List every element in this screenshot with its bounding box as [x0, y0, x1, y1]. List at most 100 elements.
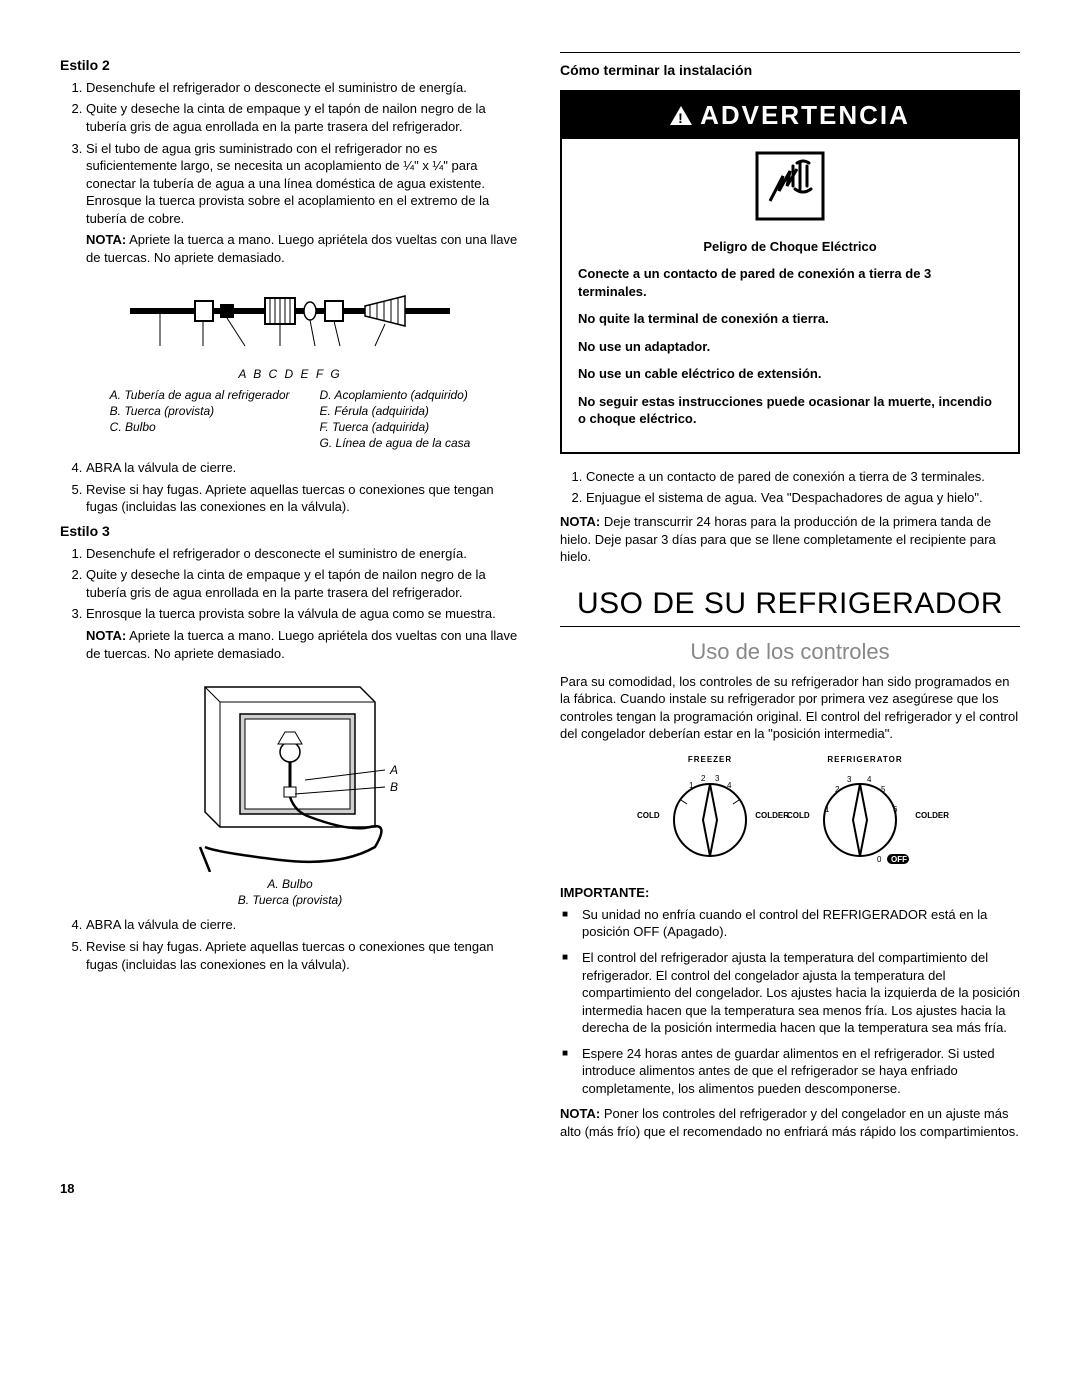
legend-item: C. Bulbo: [110, 419, 290, 435]
svg-text:1: 1: [825, 805, 830, 814]
dial-icon: 12 34: [665, 770, 755, 860]
svg-text:2: 2: [835, 785, 840, 794]
warning-header: ADVERTENCIA: [562, 92, 1018, 139]
legend-item: F. Tuerca (adquirida): [320, 419, 471, 435]
subsection-title-controles: Uso de los controles: [560, 637, 1020, 667]
right-column: Cómo terminar la instalación ADVERTENCIA…: [560, 50, 1020, 1150]
svg-text:B: B: [390, 780, 398, 794]
list-item: Conecte a un contacto de pared de conexi…: [586, 468, 1020, 486]
svg-text:0: 0: [877, 855, 882, 864]
dial-left-label: COLD: [637, 811, 660, 822]
svg-text:4: 4: [727, 781, 732, 790]
nota-text: Apriete la tuerca a mano. Luego apriétel…: [86, 232, 517, 265]
figure-legend: A. Bulbo B. Tuerca (provista): [60, 876, 520, 908]
legend-item: A. Bulbo: [60, 876, 520, 892]
estilo2-list-cont: ABRA la válvula de cierre. Revise si hay…: [60, 459, 520, 516]
svg-text:5: 5: [881, 785, 886, 794]
dial-top-label: FREEZER: [665, 755, 755, 766]
freezer-dial: FREEZER COLD COLDER 12 34: [665, 755, 755, 870]
finish-install-list: Conecte a un contacto de pared de conexi…: [560, 468, 1020, 507]
estilo2-list: Desenchufe el refrigerador o desconecte …: [60, 79, 520, 266]
legend-item: A. Tubería de agua al refrigerador: [110, 387, 290, 403]
svg-text:4: 4: [867, 775, 872, 784]
list-item: Quite y deseche la cinta de empaque y el…: [86, 100, 520, 135]
estilo3-list: Desenchufe el refrigerador o desconecte …: [60, 545, 520, 662]
nota-text: Deje transcurrir 24 horas para la produc…: [560, 514, 996, 564]
svg-text:3: 3: [847, 775, 852, 784]
list-item: Desenchufe el refrigerador o desconecte …: [86, 545, 520, 563]
list-item: Enjuague el sistema de agua. Vea "Despac…: [586, 489, 1020, 507]
dial-right-label: COLDER: [755, 811, 789, 822]
page-number: 18: [60, 1180, 1020, 1198]
nota-block: NOTA: Apriete la tuerca a mano. Luego ap…: [86, 231, 520, 266]
list-item: Si el tubo de agua gris suministrado con…: [86, 140, 520, 267]
nota-label: NOTA:: [560, 1106, 600, 1121]
left-column: Estilo 2 Desenchufe el refrigerador o de…: [60, 50, 520, 1150]
nota-label: NOTA:: [86, 628, 126, 643]
shock-icon: [578, 151, 1002, 226]
valve-diagram: A B: [160, 672, 420, 872]
list-text: Si el tubo de agua gris suministrado con…: [86, 141, 489, 226]
dial-top-label: REFRIGERATOR: [815, 755, 915, 766]
fig-letter-row: A B C D E F G: [60, 366, 520, 382]
nota-label: NOTA:: [86, 232, 126, 247]
tube-diagram: [125, 276, 455, 366]
svg-text:2: 2: [701, 774, 706, 783]
legend-item: E. Férula (adquirida): [320, 403, 471, 419]
nota-label: NOTA:: [560, 514, 600, 529]
heading-estilo2: Estilo 2: [60, 56, 520, 75]
divider: [560, 52, 1020, 53]
list-item: Enrosque la tuerca provista sobre la vál…: [86, 605, 520, 662]
legend-item: G. Línea de agua de la casa: [320, 435, 471, 451]
svg-text:1: 1: [689, 781, 694, 790]
list-item: Revise si hay fugas. Apriete aquellas tu…: [86, 481, 520, 516]
control-dials: FREEZER COLD COLDER 12 34 REFRIGERATOR C…: [560, 755, 1020, 870]
svg-text:OFF: OFF: [891, 855, 907, 864]
list-item: Revise si hay fugas. Apriete aquellas tu…: [86, 938, 520, 973]
list-item: Espere 24 horas antes de guardar aliment…: [582, 1045, 1020, 1098]
warning-triangle-icon: [670, 106, 692, 125]
importante-list: Su unidad no enfría cuando el control de…: [560, 906, 1020, 1097]
warning-body: Peligro de Choque Eléctrico Conecte a un…: [562, 139, 1018, 452]
legend-item: D. Acoplamiento (adquirido): [320, 387, 471, 403]
list-item: Desenchufe el refrigerador o desconecte …: [86, 79, 520, 97]
warn-line: Conecte a un contacto de pared de conexi…: [578, 265, 1002, 300]
legend-item: B. Tuerca (provista): [60, 892, 520, 908]
list-text: Enrosque la tuerca provista sobre la vál…: [86, 606, 496, 621]
section-title-uso: USO DE SU REFRIGERADOR: [560, 584, 1020, 628]
dial-left-label: COLD: [787, 811, 810, 822]
figure-tube-coupling: A B C D E F G A. Tubería de agua al refr…: [60, 276, 520, 451]
nota-text: Poner los controles del refrigerador y d…: [560, 1106, 1019, 1139]
list-item: ABRA la válvula de cierre.: [86, 916, 520, 934]
page-layout: Estilo 2 Desenchufe el refrigerador o de…: [60, 50, 1020, 1150]
dial-right-label: COLDER: [915, 811, 949, 822]
warning-title: ADVERTENCIA: [700, 98, 910, 133]
subhead-install: Cómo terminar la instalación: [560, 61, 1020, 80]
warning-box: ADVERTENCIA Peligro de Choque Eléctrico …: [560, 90, 1020, 454]
heading-estilo3: Estilo 3: [60, 522, 520, 541]
list-item: ABRA la válvula de cierre.: [86, 459, 520, 477]
estilo3-list-cont: ABRA la válvula de cierre. Revise si hay…: [60, 916, 520, 973]
warn-line: No use un cable eléctrico de extensión.: [578, 365, 1002, 383]
nota-text: Apriete la tuerca a mano. Luego apriétel…: [86, 628, 517, 661]
list-item: Quite y deseche la cinta de empaque y el…: [86, 566, 520, 601]
list-item: El control del refrigerador ajusta la te…: [582, 949, 1020, 1037]
warn-line: No seguir estas instrucciones puede ocas…: [578, 393, 1002, 428]
svg-text:6: 6: [893, 805, 898, 814]
dial-icon: 23 45 1 6 0 OFF: [815, 770, 915, 866]
svg-text:A: A: [389, 763, 398, 777]
svg-text:3: 3: [715, 774, 720, 783]
intro-paragraph: Para su comodidad, los controles de su r…: [560, 673, 1020, 743]
nota-paragraph: NOTA: Deje transcurrir 24 horas para la …: [560, 513, 1020, 566]
warn-line: No quite la terminal de conexión a tierr…: [578, 310, 1002, 328]
figure-legend: A. Tubería de agua al refrigerador B. Tu…: [60, 387, 520, 452]
legend-col-right: D. Acoplamiento (adquirido) E. Férula (a…: [320, 387, 471, 452]
refrigerator-dial: REFRIGERATOR COLD COLDER 23 45 16 0 OFF: [815, 755, 915, 870]
legend-col-left: A. Tubería de agua al refrigerador B. Tu…: [110, 387, 290, 452]
importante-label: IMPORTANTE:: [560, 884, 1020, 902]
list-item: Su unidad no enfría cuando el control de…: [582, 906, 1020, 941]
figure-valve-box: A B A. Bulbo B. Tuerca (provista): [60, 672, 520, 908]
warn-line: Peligro de Choque Eléctrico: [578, 238, 1002, 256]
nota-block: NOTA: Apriete la tuerca a mano. Luego ap…: [86, 627, 520, 662]
warn-line: No use un adaptador.: [578, 338, 1002, 356]
